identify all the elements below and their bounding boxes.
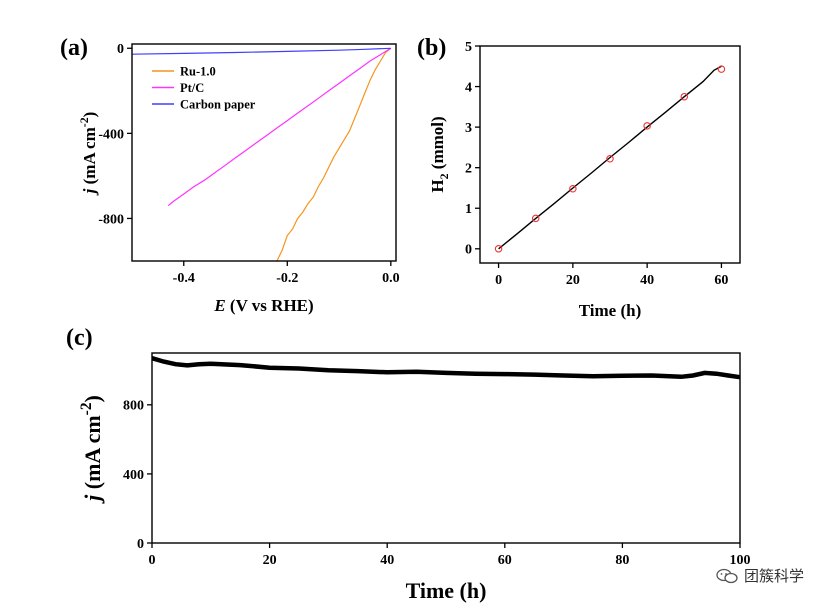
y-tick-label: 5 xyxy=(465,40,472,55)
x-axis-label: Time (h) xyxy=(579,301,642,320)
watermark: 团簇科学 xyxy=(716,565,804,586)
panel-b: 0 20 40 60 0 1 2 3 4 5 (b) Time (h) H2 (mmol) xyxy=(417,35,741,320)
y-tick-label: 0 xyxy=(117,42,124,57)
watermark-text: 团簇科学 xyxy=(743,567,804,585)
y-tick-label: 800 xyxy=(123,399,144,414)
legend-label: Carbon paper xyxy=(180,98,256,112)
x-tick-label: 80 xyxy=(615,553,629,568)
y-axis-label: j (mA cm-2) xyxy=(77,112,99,197)
y-tick-label: -800 xyxy=(98,212,124,227)
y-tick-label: 3 xyxy=(465,121,472,136)
plot-frame xyxy=(131,43,397,262)
x-tick-label: 0 xyxy=(149,553,156,568)
y-tick-label: 0 xyxy=(465,243,472,258)
series-line-pt-c xyxy=(167,47,392,207)
series-line-0 xyxy=(498,65,722,250)
x-axis-label: E (V vs RHE) xyxy=(213,296,313,315)
x-tick-label: 40 xyxy=(380,553,394,568)
panel-label: (a) xyxy=(60,35,88,61)
legend-label: Pt/C xyxy=(180,81,204,95)
y-tick-label: 1 xyxy=(465,202,472,217)
x-tick-label: 40 xyxy=(640,273,654,288)
panel-a: -0.4 -0.2 0.0 0 -400 -800 (a) E (V vs RHE) j (mA… xyxy=(60,35,400,315)
x-tick-label: 60 xyxy=(714,273,728,288)
data-point xyxy=(606,155,614,163)
x-tick-label: 0 xyxy=(495,273,502,288)
y-axis-label: H2 (mmol) xyxy=(428,116,451,192)
y-tick-label: 4 xyxy=(465,80,472,95)
y-tick-label: 2 xyxy=(465,162,472,177)
series-line-ru-1-0 xyxy=(276,47,392,262)
x-tick-label: -0.4 xyxy=(173,271,195,286)
series-line-0 xyxy=(151,356,741,380)
x-axis-label: Time (h) xyxy=(406,578,487,603)
x-tick-label: 20 xyxy=(566,273,580,288)
y-tick-label: -400 xyxy=(98,127,124,142)
panel-c: 0 20 40 60 80 100 0 400 800 (c) Time (h) j (mA cm-2… xyxy=(66,325,751,603)
panel-label: (c) xyxy=(66,325,93,351)
plot-frame xyxy=(479,45,741,264)
x-tick-label: 20 xyxy=(263,553,277,568)
data-point xyxy=(680,92,689,101)
y-tick-label: 400 xyxy=(123,468,144,483)
data-point xyxy=(643,122,651,130)
data-point xyxy=(531,214,540,223)
data-point xyxy=(494,245,503,253)
legend-label: Ru-1.0 xyxy=(180,65,216,79)
series-line-carbon-paper xyxy=(131,47,391,55)
legend: Ru-1.0 Pt/C Carbon paper xyxy=(152,65,256,112)
wechat-icon xyxy=(716,568,738,583)
x-tick-label: 100 xyxy=(730,553,751,568)
data-point xyxy=(717,65,726,73)
data-point xyxy=(569,185,577,193)
y-tick-label: 0 xyxy=(137,537,144,552)
y-axis-label: j (mA cm-2) xyxy=(78,395,105,504)
x-tick-label: -0.2 xyxy=(276,271,298,286)
x-tick-label: 60 xyxy=(498,553,512,568)
x-tick-label: 0.0 xyxy=(382,271,400,286)
plot-frame xyxy=(151,352,741,544)
panel-label: (b) xyxy=(417,35,446,61)
